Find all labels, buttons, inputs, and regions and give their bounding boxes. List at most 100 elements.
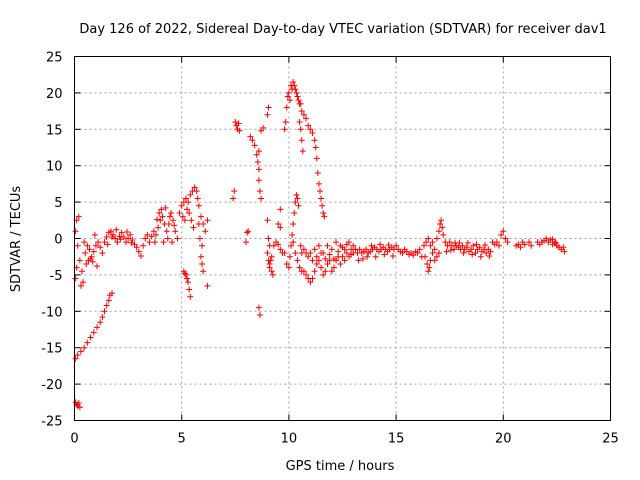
- data-point-374: [486, 252, 493, 259]
- data-point-117: [202, 228, 209, 235]
- data-point-194: [296, 119, 303, 126]
- data-point-372: [477, 253, 484, 260]
- data-point-24: [76, 257, 83, 264]
- data-point-198: [300, 111, 307, 118]
- axis-ticks: [74, 56, 611, 421]
- data-point-403: [561, 248, 568, 255]
- data-point-361: [483, 250, 490, 257]
- data-point-336: [425, 268, 432, 275]
- data-point-132: [230, 195, 237, 202]
- data-point-354: [468, 246, 475, 253]
- data-point-25: [72, 275, 79, 282]
- data-point-319: [416, 246, 423, 253]
- data-point-156: [255, 304, 262, 311]
- data-point-205: [313, 155, 320, 162]
- data-point-341: [435, 250, 442, 257]
- data-point-54: [118, 229, 125, 236]
- data-point-180: [284, 93, 291, 100]
- data-point-188: [293, 89, 300, 96]
- data-point-240: [318, 264, 325, 271]
- data-point-168: [268, 253, 275, 260]
- data-point-124: [204, 282, 211, 289]
- data-point-323: [425, 235, 432, 242]
- data-point-227: [294, 257, 301, 264]
- data-point-88: [158, 206, 165, 213]
- data-point-46: [101, 239, 108, 246]
- data-point-141: [245, 228, 252, 235]
- data-point-199: [303, 115, 310, 122]
- data-point-69: [137, 252, 144, 259]
- data-point-53: [116, 233, 123, 240]
- data-point-274: [326, 251, 333, 258]
- data-point-106: [194, 195, 201, 202]
- data-point-256: [300, 246, 307, 253]
- data-point-116: [200, 220, 207, 227]
- data-point-221: [292, 199, 299, 206]
- data-point-28: [80, 279, 87, 286]
- data-point-142: [247, 133, 254, 140]
- data-point-14: [99, 314, 106, 321]
- data-point-331: [439, 224, 446, 231]
- data-point-239: [315, 257, 322, 264]
- data-point-250: [339, 253, 346, 260]
- data-point-217: [288, 242, 295, 249]
- x-tick-label-5: 25: [602, 432, 619, 447]
- y-tick-label-0: 25: [46, 51, 63, 66]
- data-point-100: [182, 195, 189, 202]
- data-point-328: [435, 228, 442, 235]
- data-point-23: [74, 242, 81, 249]
- data-point-85: [172, 228, 179, 235]
- data-point-260: [311, 246, 318, 253]
- data-point-62: [109, 234, 116, 241]
- data-point-326: [431, 246, 438, 253]
- data-point-251: [341, 257, 348, 264]
- data-point-189: [294, 93, 301, 100]
- data-point-301: [359, 255, 366, 262]
- y-tick-label-2: 15: [46, 123, 63, 138]
- data-point-4: [76, 404, 83, 411]
- data-point-185: [290, 78, 297, 85]
- data-point-82: [165, 220, 172, 227]
- data-point-35: [92, 242, 99, 249]
- data-point-305: [377, 241, 384, 248]
- data-point-178: [282, 119, 289, 126]
- x-tick-label-2: 10: [281, 432, 298, 447]
- data-point-49: [107, 228, 114, 235]
- data-point-118: [204, 217, 211, 224]
- data-point-179: [283, 104, 290, 111]
- data-point-275: [330, 255, 337, 262]
- data-point-222: [293, 191, 300, 198]
- data-point-304: [372, 253, 379, 260]
- data-point-10: [87, 334, 94, 341]
- data-point-368: [460, 250, 467, 257]
- data-point-303: [368, 242, 375, 249]
- data-point-339: [431, 257, 438, 264]
- data-point-300: [355, 257, 362, 264]
- data-point-13: [97, 319, 104, 326]
- data-point-269: [350, 242, 357, 249]
- data-point-327: [433, 235, 440, 242]
- data-point-206: [314, 169, 321, 176]
- data-point-346: [450, 246, 457, 253]
- data-point-7: [77, 348, 84, 355]
- data-point-224: [295, 202, 302, 209]
- data-point-385: [517, 244, 524, 251]
- data-point-52: [114, 239, 121, 246]
- data-point-186: [291, 82, 298, 89]
- data-point-111: [186, 210, 193, 217]
- data-point-302: [364, 253, 371, 260]
- data-point-147: [255, 166, 262, 173]
- data-point-218: [289, 231, 296, 238]
- data-point-202: [309, 129, 316, 136]
- data-point-338: [429, 250, 436, 257]
- data-point-182: [286, 97, 293, 104]
- data-point-228: [296, 264, 303, 271]
- data-point-128: [186, 286, 193, 293]
- data-point-333: [422, 253, 429, 260]
- data-point-153: [260, 124, 267, 131]
- data-point-70: [140, 242, 147, 249]
- data-point-122: [199, 260, 206, 267]
- data-point-244: [326, 257, 333, 264]
- data-point-340: [433, 253, 440, 260]
- data-point-195: [297, 126, 304, 133]
